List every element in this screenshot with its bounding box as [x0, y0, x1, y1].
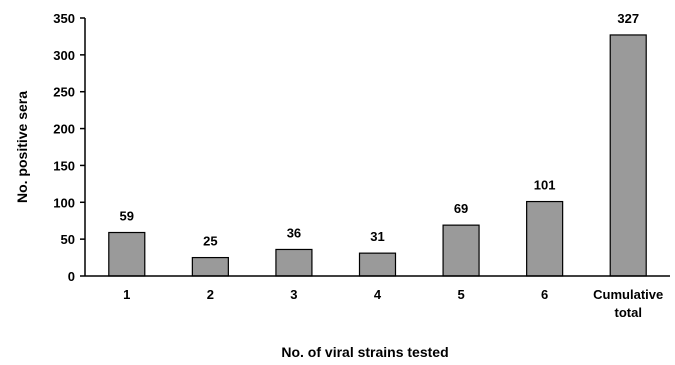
bar: [191, 256, 229, 277]
data-label: 101: [534, 178, 556, 193]
y-tick-label: 150: [53, 158, 75, 173]
y-tick-label: 50: [61, 232, 75, 247]
x-axis-category-labels: 1 2 3 4 5 6 Cumulative total: [123, 287, 663, 320]
bar: [609, 34, 647, 277]
bar: [358, 252, 397, 277]
data-label: 69: [454, 201, 468, 216]
x-tick-label: 2: [207, 287, 214, 302]
x-tick-label: 4: [374, 287, 382, 302]
x-tick-label: 3: [290, 287, 297, 302]
bars: [108, 34, 647, 277]
data-labels: 59 25 36 31 69 101 327: [120, 11, 640, 249]
x-tick-label: Cumulative: [593, 287, 663, 302]
y-axis-title: No. positive sera: [14, 91, 30, 203]
y-tick-label: 100: [53, 195, 75, 210]
y-tick-label: 250: [53, 85, 75, 100]
x-tick-label: 1: [123, 287, 130, 302]
x-tick-label: total: [614, 305, 641, 320]
y-tick-label: 300: [53, 48, 75, 63]
y-tick-label: 200: [53, 122, 75, 137]
x-tick-label: 5: [457, 287, 464, 302]
bar: [108, 231, 146, 277]
data-label: 25: [203, 234, 217, 249]
bar: [526, 200, 564, 277]
data-label: 327: [617, 11, 639, 26]
y-tick-label: 350: [53, 11, 75, 26]
bar: [442, 224, 480, 277]
y-axis-ticks: 0 50 100 150 200 250 300 350: [53, 11, 85, 284]
data-label: 36: [287, 225, 301, 240]
x-tick-label: 6: [541, 287, 548, 302]
data-label: 31: [370, 229, 384, 244]
x-axis-title: No. of viral strains tested: [281, 344, 448, 360]
bar: [275, 248, 313, 277]
data-label: 59: [120, 209, 134, 224]
y-tick-label: 0: [68, 269, 75, 284]
